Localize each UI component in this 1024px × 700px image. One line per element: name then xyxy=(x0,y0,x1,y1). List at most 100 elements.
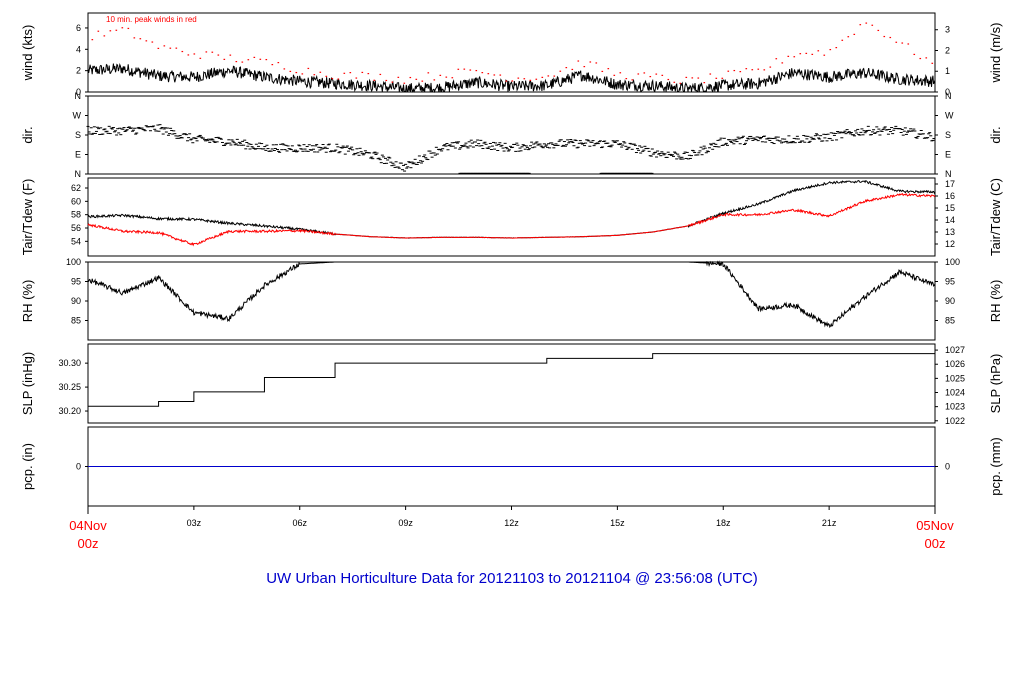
peak-wind-point xyxy=(541,76,544,78)
ytick-label-right-rh: 85 xyxy=(945,316,955,326)
peak-wind-point xyxy=(895,41,898,43)
peak-wind-point xyxy=(487,73,490,75)
peak-wind-point xyxy=(355,77,358,79)
peak-wind-point xyxy=(553,75,556,77)
peak-wind-point xyxy=(307,67,310,70)
ytick-label-right-temp: 16 xyxy=(945,191,955,201)
peak-wind-point xyxy=(463,68,466,70)
peak-wind-point xyxy=(823,54,826,56)
peak-wind-point xyxy=(325,75,328,77)
peak-wind-point xyxy=(439,74,442,76)
panel-frame-temp xyxy=(87,177,936,257)
peak-wind-point xyxy=(229,54,232,56)
ytick-label-right-wind: 2 xyxy=(945,45,950,55)
peak-wind-point xyxy=(247,59,250,61)
peak-wind-point xyxy=(511,80,514,82)
peak-wind-point xyxy=(619,72,622,74)
xtick-label: 15z xyxy=(610,518,625,528)
peak-wind-point xyxy=(877,29,880,32)
peak-wind-point xyxy=(517,77,520,79)
peak-wind-point xyxy=(757,68,760,70)
peak-wind-point xyxy=(847,36,850,38)
peak-wind-point xyxy=(97,30,100,32)
ytick-label-right-rh: 100 xyxy=(945,257,960,267)
peak-wind-point xyxy=(925,57,928,59)
peak-wind-point xyxy=(193,53,196,55)
peak-wind-point xyxy=(337,78,340,80)
ylabel-right-wind: wind (m/s) xyxy=(988,23,1003,84)
peak-wind-point xyxy=(829,48,832,51)
peak-wind-point xyxy=(859,24,862,26)
peak-wind-point xyxy=(649,75,652,78)
peak-wind-point xyxy=(259,58,262,60)
peak-wind-point xyxy=(655,73,658,75)
peak-wind-point xyxy=(427,72,430,74)
peak-wind-point xyxy=(637,73,640,75)
peak-wind-point xyxy=(919,57,922,60)
peak-wind-point xyxy=(559,70,562,72)
ytick-label-left-rh: 90 xyxy=(71,296,81,306)
ytick-label-right-temp: 17 xyxy=(945,179,955,189)
peak-wind-point xyxy=(523,78,526,80)
ylabel-left-dir: dir. xyxy=(20,126,35,143)
xtick-label-end-date: 05Nov xyxy=(916,518,954,533)
peak-wind-point xyxy=(469,69,472,71)
peak-wind-point xyxy=(235,60,238,63)
peak-wind-point xyxy=(709,73,712,75)
peak-wind-point xyxy=(139,38,142,40)
peak-wind-point xyxy=(841,39,844,41)
peak-wind-point xyxy=(607,68,610,70)
xtick-label: 06z xyxy=(292,518,307,528)
peak-wind-point xyxy=(571,68,574,71)
xtick-label-end-time: 00z xyxy=(925,536,946,551)
peak-wind-point xyxy=(241,61,244,63)
peak-wind-point xyxy=(565,67,568,69)
peak-wind-point xyxy=(265,58,268,61)
ytick-label-left-dir: W xyxy=(73,111,82,121)
peak-wind-point xyxy=(499,74,502,76)
peak-wind-point xyxy=(673,81,676,83)
ytick-label-right-slp: 1027 xyxy=(945,345,965,355)
ytick-label-right-rh: 95 xyxy=(945,277,955,287)
ylabel-left-rh: RH (%) xyxy=(20,280,35,323)
peak-wind-point xyxy=(679,82,682,84)
peak-wind-point xyxy=(799,53,802,55)
peak-wind-point xyxy=(505,80,508,82)
peak-wind-point xyxy=(151,41,154,43)
peak-wind-point xyxy=(883,35,886,38)
peak-wind-point xyxy=(367,72,370,75)
ytick-label-right-temp: 15 xyxy=(945,203,955,213)
ytick-label-right-wind: 1 xyxy=(945,66,950,76)
peak-wind-point xyxy=(577,60,580,62)
xtick-label-start-date: 04Nov xyxy=(69,518,107,533)
xtick-label: 12z xyxy=(504,518,519,528)
peak-wind-point xyxy=(445,76,448,78)
ylabel-right-slp: SLP (hPa) xyxy=(988,354,1003,414)
xtick-label: 21z xyxy=(822,518,837,528)
peak-wind-point xyxy=(253,56,256,59)
ytick-label-left-wind: 4 xyxy=(76,44,81,54)
peak-wind-point xyxy=(853,33,856,35)
peak-wind-point xyxy=(583,65,586,68)
ytick-label-right-slp: 1024 xyxy=(945,388,965,398)
ytick-label-right-slp: 1025 xyxy=(945,373,965,383)
ytick-label-right-slp: 1026 xyxy=(945,359,965,369)
peak-wind-point xyxy=(667,78,670,81)
peak-wind-point xyxy=(109,30,112,32)
peak-wind-point xyxy=(271,64,274,66)
peak-wind-point xyxy=(343,72,346,74)
peak-wind-point xyxy=(295,71,298,74)
peak-wind-point xyxy=(127,27,130,30)
ytick-label-right-dir: N xyxy=(945,91,952,101)
ytick-label-right-dir: W xyxy=(945,111,954,121)
ytick-label-left-dir: N xyxy=(75,91,82,101)
peak-wind-point xyxy=(349,72,352,74)
ytick-label-left-temp: 56 xyxy=(71,223,81,233)
peak-wind-point xyxy=(631,79,634,81)
peak-wind-point xyxy=(421,80,424,82)
peak-wind-point xyxy=(301,73,304,75)
ytick-label-left-dir: N xyxy=(75,169,82,179)
ytick-label-left-slp: 30.25 xyxy=(58,382,81,392)
